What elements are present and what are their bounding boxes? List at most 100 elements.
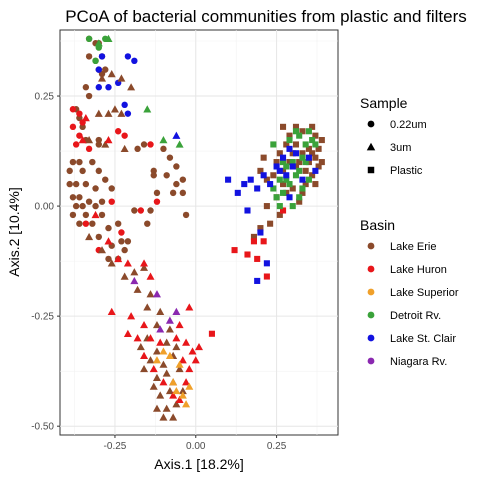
x-tick-label: 0.25: [267, 441, 287, 452]
point-3um-lake-superior: [182, 400, 191, 408]
point-plastic-lake-huron: [280, 207, 287, 214]
point-plastic-detroit-rv-: [286, 137, 293, 144]
point-022um-lake-huron: [69, 106, 77, 113]
point-plastic-detroit-rv-: [289, 159, 296, 166]
point-022um-lake-erie: [82, 211, 90, 219]
point-plastic-lake-erie: [318, 137, 325, 144]
point-plastic-detroit-rv-: [296, 132, 303, 139]
point-plastic-lake-huron: [263, 273, 270, 280]
point-plastic-lake-erie: [299, 189, 306, 196]
point-plastic-detroit-rv-: [276, 203, 283, 210]
point-plastic-lake-st-clair: [289, 163, 296, 170]
plot-panel: [59, 29, 339, 436]
point-3um-lake-erie: [127, 83, 136, 91]
point-022um-lake-erie: [85, 53, 93, 60]
point-022um-lake-erie: [150, 172, 157, 179]
point-022um-detroit-rv-: [92, 57, 99, 65]
legend-label: Lake Superior: [390, 287, 459, 299]
point-022um-lake-erie: [114, 220, 122, 227]
point-plastic-detroit-rv-: [302, 141, 309, 148]
point-3um-lake-superior: [159, 347, 168, 355]
legend-key-lake-st-clair: [367, 334, 375, 342]
point-3um-lake-superior: [175, 360, 184, 368]
point-plastic-lake-erie: [283, 141, 290, 148]
point-3um-lake-huron: [123, 329, 132, 337]
point-plastic-lake-erie: [299, 128, 306, 135]
point-plastic-lake-erie: [312, 181, 319, 188]
legend-label: Lake Huron: [390, 264, 447, 276]
point-plastic-detroit-rv-: [283, 176, 290, 183]
legend-title: Basin: [360, 217, 395, 233]
y-tick-label: -0.25: [31, 312, 54, 323]
point-plastic-lake-erie: [302, 181, 309, 188]
point-3um-lake-erie: [98, 246, 107, 254]
point-plastic-lake-huron: [231, 247, 238, 254]
point-plastic-lake-erie: [318, 159, 325, 166]
point-3um-lake-superior: [165, 351, 174, 359]
point-plastic-detroit-rv-: [312, 141, 319, 148]
point-022um-lake-erie: [79, 202, 86, 210]
point-022um-lake-huron: [121, 132, 128, 139]
legend-key-lake-huron: [367, 265, 375, 273]
point-022um-lake-erie: [131, 207, 138, 214]
point-022um-lake-erie: [95, 141, 102, 148]
legend-label: Detroit Rv.: [390, 310, 441, 322]
point-022um-lake-erie: [173, 163, 180, 170]
point-022um-lake-erie: [95, 233, 102, 241]
y-axis-title: Axis.2 [10.4%]: [6, 187, 22, 277]
point-plastic-lake-erie: [312, 132, 319, 139]
point-3um-lake-erie: [169, 413, 178, 421]
point-022um-lake-erie: [85, 92, 93, 100]
point-3um-lake-huron: [104, 136, 113, 144]
point-3um-lake-erie: [140, 364, 149, 373]
y-axis-ticks: -0.50 -0.25 0.00 0.25: [31, 92, 60, 433]
point-022um-lake-erie: [108, 185, 115, 192]
point-3um-lake-huron: [169, 391, 178, 399]
point-plastic-lake-st-clair: [276, 167, 283, 174]
point-3um-lake-erie: [162, 404, 171, 412]
point-plastic-lake-erie: [273, 159, 280, 166]
point-3um-lake-huron: [185, 364, 194, 373]
point-plastic-detroit-rv-: [270, 141, 277, 148]
point-3um-lake-erie: [107, 259, 116, 267]
point-3um-lake-erie: [165, 325, 174, 333]
point-3um-lake-erie: [136, 342, 145, 351]
point-plastic-detroit-rv-: [299, 185, 306, 192]
point-plastic-lake-st-clair: [260, 172, 267, 179]
point-022um-lake-huron: [147, 141, 154, 148]
point-3um-lake-huron: [149, 364, 158, 373]
point-022um-lake-huron: [76, 110, 83, 117]
point-022um-lake-erie: [98, 70, 106, 78]
point-plastic-lake-erie: [289, 150, 296, 157]
legends: Sample 0.22um 3um Plastic Basin Lake Erie Lake…: [360, 95, 459, 368]
point-plastic-lake-st-clair: [254, 185, 261, 192]
point-3um-lake-huron: [140, 320, 149, 329]
point-022um-lake-huron: [72, 141, 80, 148]
point-022um-lake-st-clair: [105, 84, 112, 91]
point-plastic-lake-erie: [257, 225, 264, 232]
legend-key-niagara-rv-: [367, 357, 375, 365]
point-plastic-detroit-rv-: [273, 194, 280, 201]
point-plastic-lake-st-clair: [254, 277, 261, 284]
point-3um-lake-erie: [98, 74, 107, 82]
point-3um-lake-huron: [156, 338, 165, 346]
point-022um-lake-erie: [160, 145, 167, 153]
legend-label: Lake Erie: [390, 241, 436, 253]
point-plastic-lake-st-clair: [267, 181, 274, 188]
point-022um-lake-huron: [85, 145, 93, 153]
point-022um-lake-erie: [179, 176, 187, 183]
point-3um-lake-erie: [85, 232, 94, 241]
point-3um-lake-erie: [178, 386, 187, 395]
point-022um-lake-erie: [66, 167, 73, 175]
point-plastic-lake-st-clair: [244, 207, 251, 214]
point-plastic-lake-erie: [305, 159, 312, 166]
point-plastic-lake-erie: [309, 123, 316, 130]
point-022um-lake-huron: [153, 198, 161, 205]
point-022um-lake-erie: [89, 220, 96, 227]
point-022um-lake-erie: [89, 158, 96, 166]
point-3um-lake-huron: [146, 272, 155, 280]
point-022um-lake-erie: [76, 194, 83, 201]
chart-title: PCoA of bacterial communities from plast…: [65, 7, 467, 26]
point-plastic-lake-erie: [299, 150, 306, 157]
